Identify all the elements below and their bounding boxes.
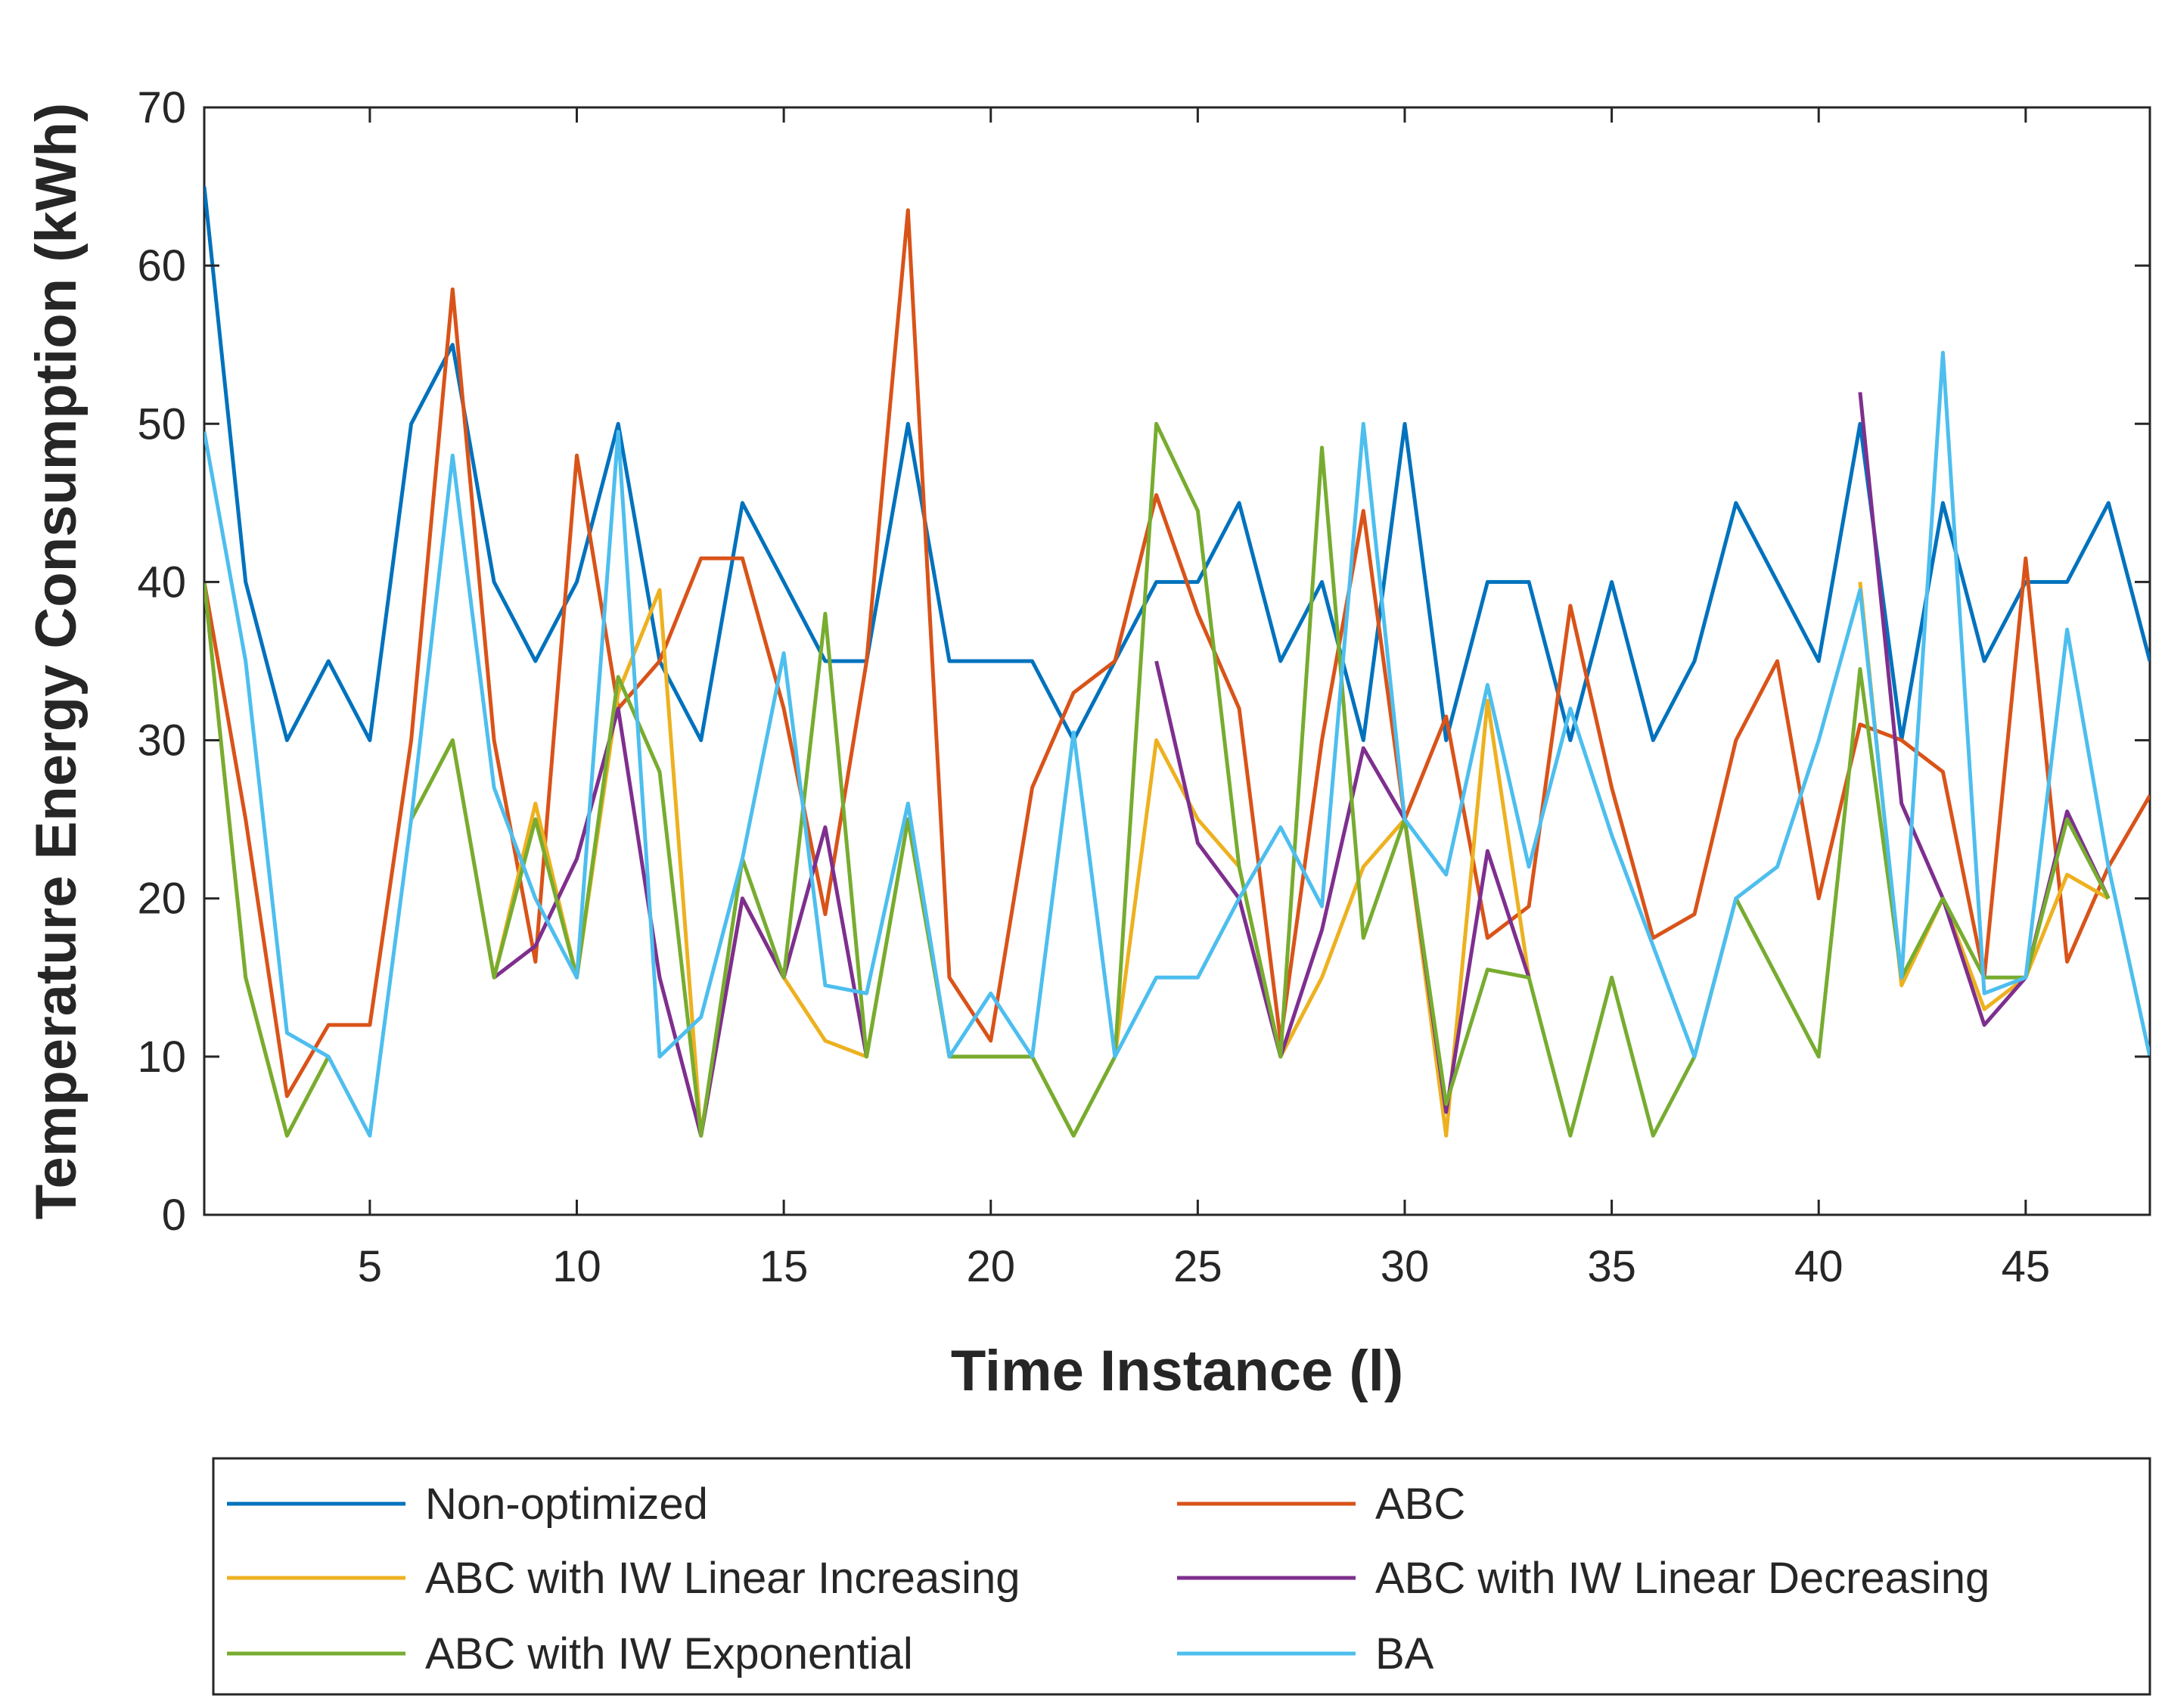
tick-layer: 5 10 15 20 25 30 35 40 45 0 10 20 30 40 50 60 70 [137,83,2150,1291]
legend-entry-non-optimized: Non-optimized [227,1480,708,1529]
legend-label-abc-iw-linear-decreasing: ABC with IW Linear Decreasing [1375,1554,1990,1603]
y-axis-title: Temperature Energy Consumption (kWh) [24,103,89,1219]
x-tick-label: 25 [1173,1242,1222,1291]
x-tick-label: 30 [1381,1242,1430,1291]
plot-frame [203,106,2151,1216]
series-line-abc-with-iw-linear-decreasing-seg3 [1858,392,2111,1027]
series-line-abc-with-iw-exponential-seg1 [204,582,331,1138]
series-layer [204,186,2150,1138]
y-tick-label: 60 [137,241,186,290]
x-tick-label: 40 [1794,1242,1844,1291]
y-tick-label: 20 [137,874,186,924]
legend-entry-abc-iw-linear-increasing: ABC with IW Linear Increasing [227,1554,1020,1603]
y-tick-label: 70 [137,83,186,132]
series-line-non-optimized [204,186,2150,743]
x-tick-label: 10 [552,1242,601,1291]
x-tick-label: 35 [1587,1242,1636,1291]
x-tick-label: 20 [966,1242,1015,1291]
x-tick-label: 45 [2002,1242,2051,1291]
legend-entry-abc-iw-exponential: ABC with IW Exponential [227,1629,913,1678]
y-tick-label: 30 [137,716,186,765]
x-axis-title: Time Instance (l) [951,1339,1403,1403]
y-tick-label: 10 [137,1033,186,1082]
legend-label-ba: BA [1375,1629,1434,1678]
plot-area: 5 10 15 20 25 30 35 40 45 0 10 20 30 40 50 60 70 [137,83,2151,1291]
series-line-abc-with-iw-linear-increasing-seg3 [1858,582,2110,1011]
legend-label-abc-iw-exponential: ABC with IW Exponential [425,1629,913,1678]
y-tick-label: 40 [137,557,186,607]
legend-entry-abc: ABC [1177,1480,1465,1529]
series-line-abc [204,208,2150,1098]
series-line-abc-with-iw-exponential-seg2 [409,421,2111,1138]
legend: Non-optimized ABC ABC with IW Linear Inc… [212,1457,2151,1696]
legend-entry-ba: BA [1177,1629,1434,1678]
legend-label-abc-iw-linear-increasing: ABC with IW Linear Increasing [425,1554,1020,1603]
y-tick-label: 0 [162,1191,186,1240]
series-line-ba [204,350,2150,1138]
y-tick-label: 50 [137,399,186,449]
legend-label-non-optimized: Non-optimized [425,1480,708,1529]
legend-entry-abc-iw-linear-decreasing: ABC with IW Linear Decreasing [1177,1554,1990,1603]
series-line-abc-with-iw-linear-decreasing-seg2 [1154,660,1531,1114]
x-tick-label: 5 [358,1242,382,1291]
x-tick-label: 15 [759,1242,809,1291]
legend-label-abc: ABC [1375,1480,1465,1529]
